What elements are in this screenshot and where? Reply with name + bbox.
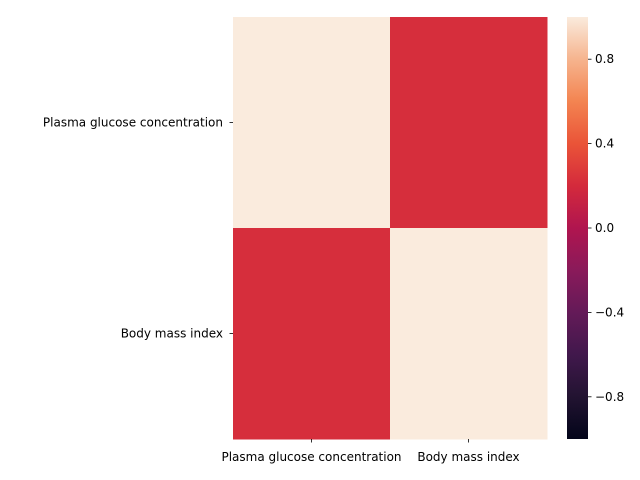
heatmap-cell xyxy=(390,228,548,440)
y-axis: Plasma glucose concentration Body mass in… xyxy=(43,116,233,341)
heatmap-cell xyxy=(390,17,548,229)
colorbar-tick-label: 0.8 xyxy=(595,52,614,66)
heatmap-cell xyxy=(233,17,391,229)
colorbar-tick-label: −0.4 xyxy=(595,305,624,319)
colorbar-tick-label: −0.8 xyxy=(595,390,624,404)
colorbar-tick-label: 0.0 xyxy=(595,221,614,235)
colorbar-tick-label: 0.4 xyxy=(595,137,614,151)
colorbar: 0.8 0.4 0.0 −0.4 −0.8 xyxy=(567,17,624,439)
heatmap-cell xyxy=(233,228,391,440)
y-tick-label: Plasma glucose concentration xyxy=(43,116,223,130)
x-tick-label: Plasma glucose concentration xyxy=(221,450,401,464)
y-tick-label: Body mass index xyxy=(121,327,223,341)
heatmap-cells xyxy=(233,17,548,440)
colorbar-gradient xyxy=(567,17,588,439)
x-axis: Plasma glucose concentration Body mass in… xyxy=(221,439,520,464)
x-tick-label: Body mass index xyxy=(417,450,519,464)
